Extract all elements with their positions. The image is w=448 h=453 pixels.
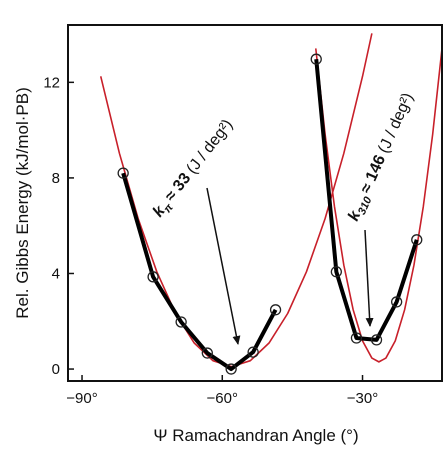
annotation: kπ≈ 33(J / deg²) — [150, 116, 239, 222]
annotation-part: ≈ 33 — [162, 170, 195, 205]
y-tick-label: 12 — [43, 74, 60, 91]
data-line — [314, 58, 419, 342]
data-point — [225, 363, 237, 375]
data-point — [201, 347, 213, 359]
data-point — [411, 234, 423, 246]
annotation-part: 310 — [356, 194, 375, 216]
y-tick-label: 8 — [52, 170, 60, 187]
x-axis-label: Ψ Ramachandran Angle (°) — [153, 426, 358, 445]
arrow — [206, 187, 241, 345]
data-point — [269, 304, 282, 316]
plot-frame — [67, 24, 443, 382]
y-axis-label: Rel. Gibbs Energy (kJ/mol·PB) — [13, 87, 32, 318]
data-point — [350, 332, 363, 344]
y-tick-label: 4 — [52, 265, 60, 282]
x-tick-label: −90° — [66, 390, 97, 407]
data-point — [370, 334, 383, 346]
data-point — [175, 316, 187, 328]
annotation: k310≈ 146(J / deg²) — [345, 90, 419, 224]
data-point — [330, 266, 342, 278]
annotation-part: ≈ 146 — [357, 153, 389, 196]
annotation-part: (J / deg²) — [183, 116, 236, 177]
x-tick-label: −30° — [347, 390, 378, 407]
data-point — [117, 167, 129, 179]
arrow — [364, 229, 374, 327]
data-point — [247, 346, 259, 358]
y-tick-label: 0 — [52, 361, 60, 378]
data-point — [310, 53, 322, 65]
data-point — [391, 296, 403, 308]
data-line — [121, 172, 278, 372]
x-tick-label: −60° — [207, 390, 238, 407]
annotation-part: (J / deg²) — [375, 90, 417, 155]
fit-line — [314, 48, 442, 363]
data-point — [147, 271, 159, 283]
